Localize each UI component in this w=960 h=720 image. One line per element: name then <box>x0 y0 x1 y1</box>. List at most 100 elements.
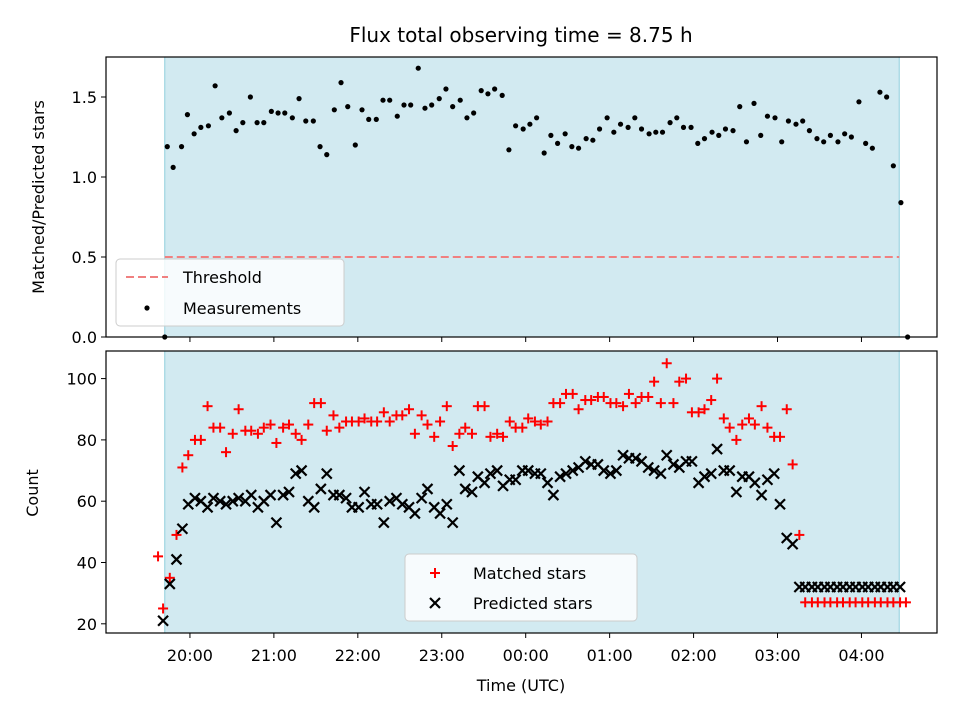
predicted-star-point <box>667 458 680 471</box>
matched-star-point <box>466 428 477 439</box>
predicted-star-point <box>220 498 232 511</box>
measurement-point <box>863 140 869 146</box>
measurement-point <box>254 120 260 126</box>
matched-star-point <box>422 419 433 430</box>
predicted-star-point <box>547 489 560 501</box>
measurement-point <box>520 126 526 132</box>
measurement-point <box>898 200 904 206</box>
predicted-star-point <box>378 516 390 529</box>
matched-star-point <box>454 428 465 439</box>
measurement-point <box>457 97 463 103</box>
measurement-point <box>814 136 820 142</box>
matched-star-point <box>278 422 289 433</box>
predicted-star-point <box>340 492 352 504</box>
predicted-star-point <box>660 449 673 461</box>
x-tick-label: 21:00 <box>251 646 297 665</box>
predicted-star-point <box>409 507 421 520</box>
bottom-y-axis-label: Count <box>23 469 42 517</box>
predicted-star-point <box>315 483 327 495</box>
matched-star-point <box>296 434 307 445</box>
measurement-point <box>352 142 358 148</box>
measurement-point <box>184 112 191 118</box>
predicted-star-point <box>415 492 428 504</box>
predicted-star-point <box>277 489 289 501</box>
predicted-star-point <box>604 467 617 480</box>
measurement-point <box>247 94 253 100</box>
measurement-point <box>869 145 875 151</box>
measurement-point <box>667 120 673 126</box>
predicted-star-point <box>441 498 453 511</box>
measurement-point <box>785 118 792 124</box>
predicted-star-point <box>371 498 383 511</box>
predicted-star-point <box>289 467 302 480</box>
top-y-tick-label: 0.0 <box>72 328 97 347</box>
measurement-point <box>164 144 170 150</box>
matched-star-point <box>555 398 566 409</box>
predicted-star-point <box>648 464 660 477</box>
predicted-star-point <box>245 489 257 501</box>
measurement-point <box>695 140 701 146</box>
measurement-point <box>835 139 841 145</box>
predicted-star-point <box>686 455 698 468</box>
measurement-point <box>485 91 491 97</box>
predicted-star-point <box>723 464 736 477</box>
measurement-point <box>611 129 617 135</box>
predicted-star-point <box>308 501 320 514</box>
legend-matched-label: Matched stars <box>473 564 586 583</box>
measurement-point <box>674 115 680 121</box>
matched-star-point <box>517 422 528 433</box>
matched-star-point <box>447 441 458 452</box>
predicted-star-point <box>730 486 743 498</box>
matched-star-point <box>611 398 622 409</box>
measurement-point <box>890 163 896 169</box>
matched-star-point <box>334 422 345 433</box>
matched-star-point <box>479 401 490 412</box>
predicted-star-point <box>352 501 365 514</box>
matched-star-point <box>586 395 597 406</box>
measurement-point <box>527 121 533 127</box>
matched-star-point <box>492 428 503 439</box>
measurement-point <box>233 128 239 134</box>
predicted-star-point <box>466 486 478 498</box>
matched-star-point <box>409 428 420 439</box>
measurement-point <box>751 100 757 106</box>
predicted-star-point <box>522 464 534 477</box>
measurement-point <box>688 124 694 130</box>
measurement-point <box>821 139 827 145</box>
measurement-point <box>261 120 267 126</box>
matched-star-point <box>378 407 389 418</box>
matched-star-point <box>781 404 792 415</box>
measurement-point <box>499 92 505 98</box>
top-y-tick-label: 0.5 <box>72 248 97 267</box>
predicted-star-point <box>484 467 497 480</box>
measurement-point <box>793 121 799 127</box>
measurement-point <box>856 99 862 105</box>
predicted-star-point <box>176 523 189 535</box>
measurement-point <box>268 108 274 114</box>
measurement-point <box>806 128 813 134</box>
measurement-point <box>680 124 687 130</box>
bottom-y-tick-label: 20 <box>77 615 97 634</box>
predicted-star-point <box>295 464 308 477</box>
measurement-point <box>827 132 833 138</box>
measurement-point <box>779 139 785 145</box>
matched-star-point <box>202 401 213 412</box>
matched-star-point <box>353 416 364 427</box>
measurement-point <box>436 96 442 102</box>
matched-star-point <box>712 373 723 384</box>
predicted-star-point <box>711 443 723 455</box>
predicted-star-point <box>642 461 655 474</box>
predicted-star-point <box>698 470 711 483</box>
matched-star-point <box>643 391 654 402</box>
x-axis-label: Time (UTC) <box>476 676 565 695</box>
matched-star-point <box>158 603 169 614</box>
predicted-star-point <box>207 492 220 504</box>
matched-star-point <box>623 388 634 399</box>
x-tick-label: 01:00 <box>587 646 633 665</box>
matched-star-point <box>195 434 206 445</box>
matched-star-point <box>749 419 760 430</box>
matched-star-point <box>756 401 767 412</box>
measurement-point <box>884 94 890 100</box>
matched-star-point <box>359 413 370 424</box>
measurement-point <box>226 110 232 116</box>
